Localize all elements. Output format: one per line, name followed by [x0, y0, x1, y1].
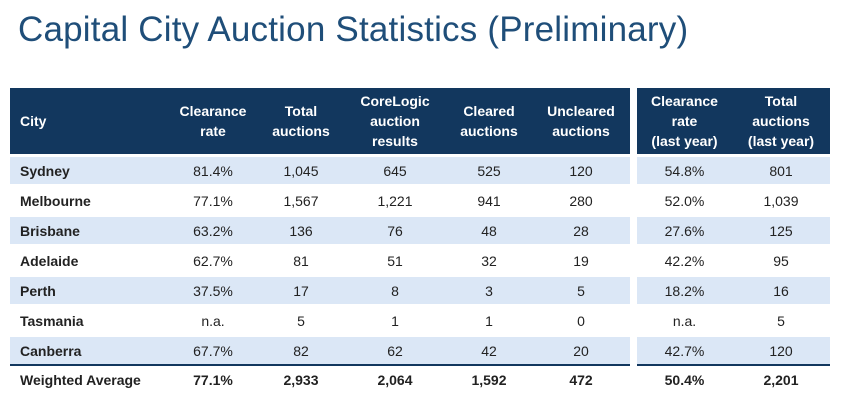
cell-corelogic-results: 8 — [344, 274, 446, 306]
cell-corelogic-results: 1 — [344, 304, 446, 336]
cell-cleared: 525 — [446, 154, 532, 186]
table-row: Perth 37.5% 17 8 3 5 — [10, 274, 630, 306]
cell-total-auctions: 5 — [258, 304, 344, 336]
cell-clearance-rate: 37.5% — [168, 274, 258, 306]
cell-cleared: 941 — [446, 184, 532, 216]
cell-total-auctions: 2,933 — [258, 364, 344, 394]
cell-total-auctions: 1,045 — [258, 154, 344, 186]
header-row-last-year: Clearance rate (last year) Total auctions (l… — [637, 88, 830, 156]
cell-city: Sydney — [10, 154, 168, 186]
cell-total-auctions: 81 — [258, 244, 344, 276]
table-row-last-year: 18.2% 16 — [637, 274, 830, 306]
cell-total-auctions: 17 — [258, 274, 344, 306]
cell-city: Tasmania — [10, 304, 168, 336]
cell-total-auctions-last-year: 5 — [732, 304, 830, 336]
col-header-cleared-auctions: Cleared auctions — [446, 88, 532, 156]
auction-stats-table: City Clearance rate Total auctions CoreLog… — [10, 88, 630, 394]
table-row-last-year: 52.0% 1,039 — [637, 184, 830, 216]
cell-uncleared: 120 — [532, 154, 630, 186]
cell-total-auctions-last-year: 120 — [732, 334, 830, 365]
cell-uncleared: 0 — [532, 304, 630, 336]
cell-cleared: 3 — [446, 274, 532, 306]
cell-city: Brisbane — [10, 214, 168, 246]
cell-corelogic-results: 2,064 — [344, 364, 446, 394]
header-row: City Clearance rate Total auctions CoreLog… — [10, 88, 630, 156]
cell-city: Melbourne — [10, 184, 168, 216]
cell-clearance-rate: 62.7% — [168, 244, 258, 276]
table-row: Tasmania n.a. 5 1 1 0 — [10, 304, 630, 336]
col-header-uncleared-auctions: Uncleared auctions — [532, 88, 630, 156]
table-row: Brisbane 63.2% 136 76 48 28 — [10, 214, 630, 246]
cell-clearance-rate-last-year: 52.0% — [637, 184, 732, 216]
cell-city: Canberra — [10, 334, 168, 365]
cell-total-auctions-last-year: 95 — [732, 244, 830, 276]
cell-clearance-rate: 77.1% — [168, 364, 258, 394]
cell-city: Perth — [10, 274, 168, 306]
cell-total-auctions-last-year: 1,039 — [732, 184, 830, 216]
cell-cleared: 1 — [446, 304, 532, 336]
col-header-city: City — [10, 88, 168, 156]
weighted-average-row: Weighted Average 77.1% 2,933 2,064 1,592… — [10, 364, 630, 394]
weighted-average-row-last-year: 50.4% 2,201 — [637, 364, 830, 394]
cell-corelogic-results: 62 — [344, 334, 446, 365]
cell-uncleared: 28 — [532, 214, 630, 246]
cell-cleared: 42 — [446, 334, 532, 365]
cell-corelogic-results: 645 — [344, 154, 446, 186]
table-row-last-year: 54.8% 801 — [637, 154, 830, 186]
cell-total-auctions: 82 — [258, 334, 344, 365]
cell-clearance-rate-last-year: n.a. — [637, 304, 732, 336]
cell-total-auctions-last-year: 801 — [732, 154, 830, 186]
cell-total-auctions: 1,567 — [258, 184, 344, 216]
cell-uncleared: 5 — [532, 274, 630, 306]
col-header-total-auctions: Total auctions — [258, 88, 344, 156]
cell-total-auctions-last-year: 2,201 — [732, 364, 830, 394]
cell-corelogic-results: 51 — [344, 244, 446, 276]
cell-city: Adelaide — [10, 244, 168, 276]
table-row: Canberra 67.7% 82 62 42 20 — [10, 334, 630, 365]
cell-corelogic-results: 76 — [344, 214, 446, 246]
cell-city: Weighted Average — [10, 364, 168, 394]
cell-clearance-rate: 77.1% — [168, 184, 258, 216]
cell-total-auctions-last-year: 16 — [732, 274, 830, 306]
table-row-last-year: 42.7% 120 — [637, 334, 830, 365]
cell-clearance-rate-last-year: 18.2% — [637, 274, 732, 306]
cell-clearance-rate-last-year: 42.7% — [637, 334, 732, 365]
cell-cleared: 1,592 — [446, 364, 532, 394]
cell-cleared: 48 — [446, 214, 532, 246]
table-row: Melbourne 77.1% 1,567 1,221 941 280 — [10, 184, 630, 216]
col-header-clearance-rate: Clearance rate — [168, 88, 258, 156]
col-header-corelogic-results: CoreLogic auction results — [344, 88, 446, 156]
cell-uncleared: 280 — [532, 184, 630, 216]
cell-cleared: 32 — [446, 244, 532, 276]
cell-clearance-rate: 67.7% — [168, 334, 258, 365]
cell-uncleared: 472 — [532, 364, 630, 394]
table-row-last-year: n.a. 5 — [637, 304, 830, 336]
table-row: Sydney 81.4% 1,045 645 525 120 — [10, 154, 630, 186]
table-row-last-year: 42.2% 95 — [637, 244, 830, 276]
cell-clearance-rate-last-year: 42.2% — [637, 244, 732, 276]
page-title: Capital City Auction Statistics (Prelimi… — [18, 10, 689, 49]
cell-clearance-rate-last-year: 54.8% — [637, 154, 732, 186]
col-header-clearance-rate-last-year: Clearance rate (last year) — [637, 88, 732, 156]
cell-clearance-rate-last-year: 50.4% — [637, 364, 732, 394]
cell-corelogic-results: 1,221 — [344, 184, 446, 216]
cell-total-auctions: 136 — [258, 214, 344, 246]
col-header-total-auctions-last-year: Total auctions (last year) — [732, 88, 830, 156]
cell-uncleared: 19 — [532, 244, 630, 276]
last-year-table: Clearance rate (last year) Total auctions (l… — [637, 88, 830, 394]
table-row: Adelaide 62.7% 81 51 32 19 — [10, 244, 630, 276]
cell-total-auctions-last-year: 125 — [732, 214, 830, 246]
cell-uncleared: 20 — [532, 334, 630, 365]
cell-clearance-rate: 63.2% — [168, 214, 258, 246]
cell-clearance-rate-last-year: 27.6% — [637, 214, 732, 246]
cell-clearance-rate: 81.4% — [168, 154, 258, 186]
table-row-last-year: 27.6% 125 — [637, 214, 830, 246]
cell-clearance-rate: n.a. — [168, 304, 258, 336]
